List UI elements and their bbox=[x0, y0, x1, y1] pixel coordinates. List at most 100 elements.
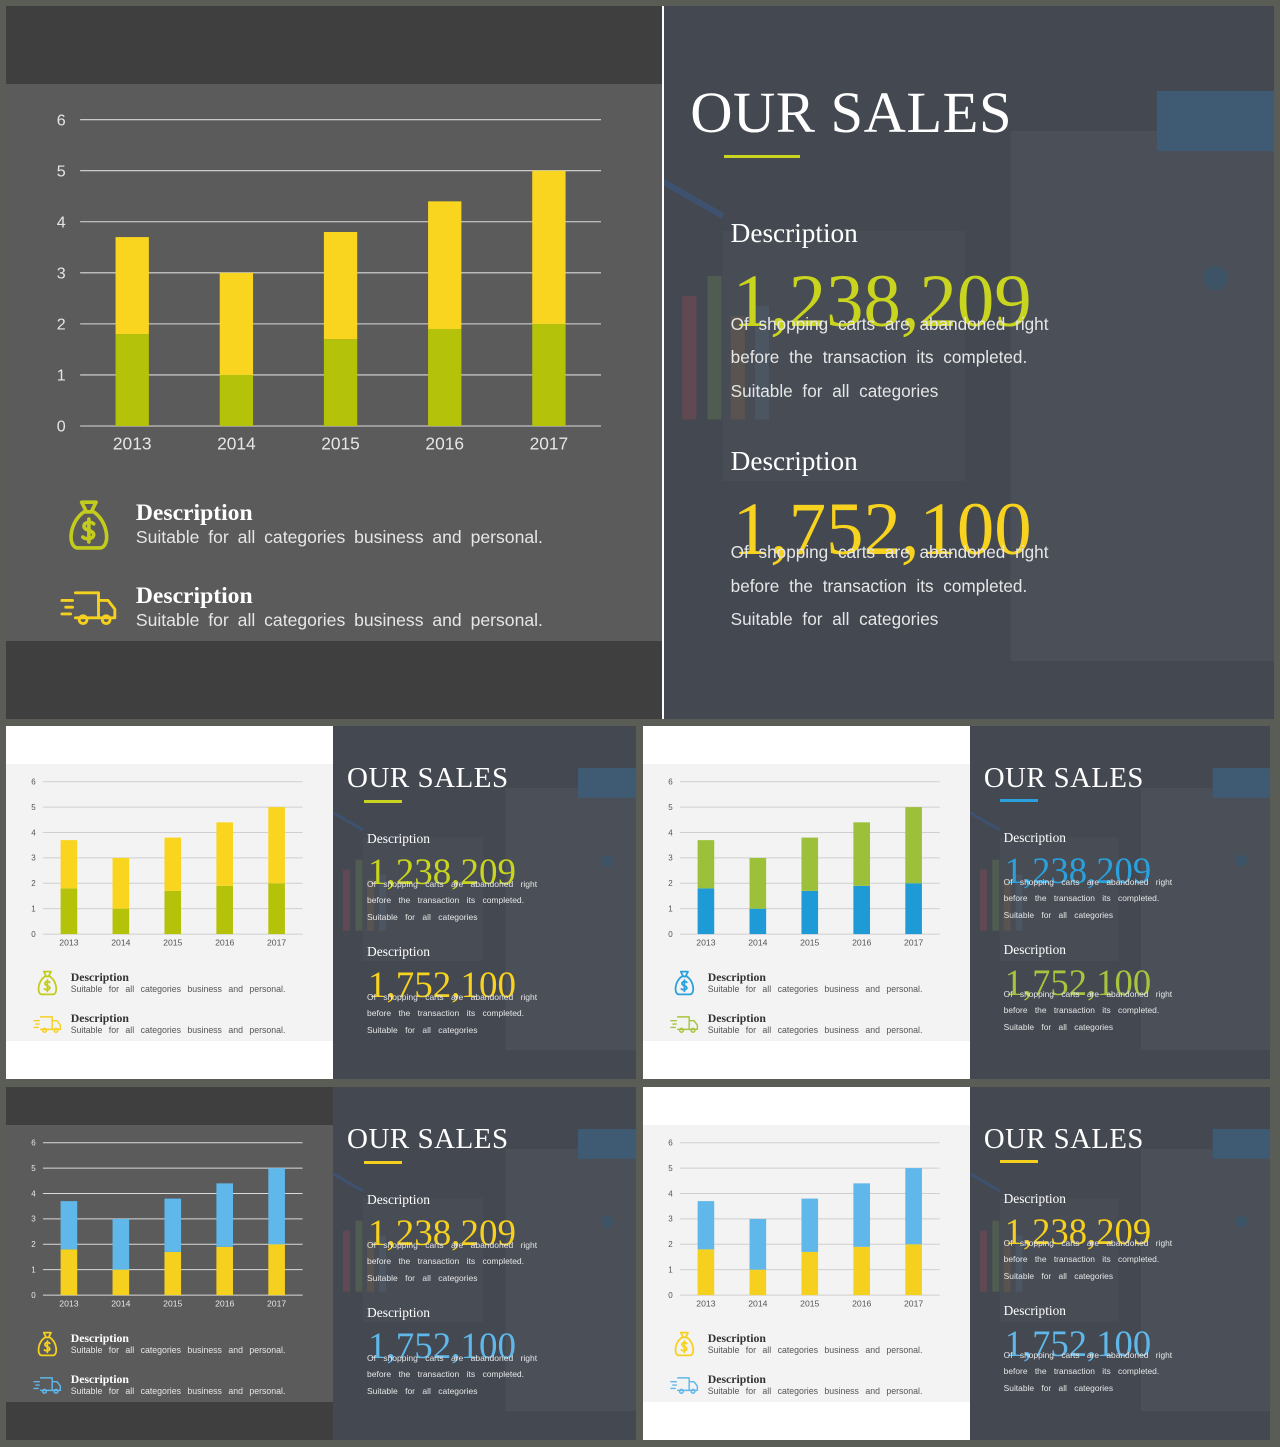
legend-description: Suitable for all categories business and… bbox=[70, 1345, 286, 1356]
bar-2014-segment-1 bbox=[749, 908, 767, 935]
legend-title: Description bbox=[70, 971, 129, 985]
stat-description-line: Of shopping carts are abandoned right bbox=[367, 878, 538, 889]
y-tick-label: 6 bbox=[668, 778, 673, 787]
y-tick-label: 4 bbox=[668, 828, 673, 837]
legend-title: Description bbox=[707, 1373, 766, 1387]
delivery-truck-icon bbox=[670, 1014, 699, 1034]
y-tick-label: 3 bbox=[31, 854, 36, 863]
title-underline bbox=[363, 800, 402, 803]
y-tick-label: 3 bbox=[57, 264, 66, 282]
stat-description-line: Of shopping carts are abandoned right bbox=[367, 1352, 538, 1363]
y-tick-label: 4 bbox=[31, 1189, 36, 1198]
stat-description-line: Suitable for all categories bbox=[1003, 1382, 1114, 1393]
bar-2015-segment-1 bbox=[164, 1251, 182, 1296]
legend-text: Description Suitable for all categories b… bbox=[136, 583, 543, 631]
stat-description-line: Of shopping carts are abandoned right bbox=[1003, 876, 1173, 887]
bar-2015-segment-2 bbox=[801, 1198, 819, 1252]
money-bag-icon bbox=[33, 968, 62, 997]
bar-2016-segment-1 bbox=[216, 885, 234, 935]
legend-text: Description Suitable for all categories b… bbox=[71, 1373, 286, 1396]
bar-2015-segment-2 bbox=[164, 1198, 182, 1252]
legend-description: Suitable for all categories business and… bbox=[707, 1386, 923, 1397]
legend-description: Suitable for all categories business and… bbox=[70, 1386, 286, 1397]
chart-card: 0 1 2 3 4 5 6 2013 2014 2015 2016 2017 Description Su… bbox=[6, 764, 333, 1041]
stat-description-line: Suitable for all categories bbox=[367, 1272, 478, 1283]
bar-2017-segment-1 bbox=[532, 323, 566, 426]
legend-item: Description Suitable for all categories b… bbox=[33, 1329, 286, 1358]
y-tick-label: 4 bbox=[57, 213, 66, 231]
stat-label: Description bbox=[1003, 1302, 1066, 1318]
bar-2014-segment-2 bbox=[749, 1218, 767, 1270]
legend-title: Description bbox=[707, 971, 766, 985]
stat-description-line: Suitable for all categories bbox=[1003, 909, 1114, 920]
bar-chart: 0 1 2 3 4 5 6 2013 2014 2015 2016 2017 bbox=[668, 1139, 940, 1309]
stat-description-line: Of shopping carts are abandoned right bbox=[1003, 988, 1173, 999]
legend-text: Description Suitable for all categories b… bbox=[71, 971, 286, 994]
money-bag-icon bbox=[60, 495, 118, 553]
y-tick-label: 3 bbox=[31, 1215, 36, 1224]
legend-item: Description Suitable for all categories b… bbox=[670, 1373, 923, 1397]
stat-label: Description bbox=[730, 446, 858, 477]
bar-2016-segment-1 bbox=[853, 885, 871, 935]
bar-chart: 0 1 2 3 4 5 6 2013 2014 2015 2016 2017 bbox=[668, 778, 940, 948]
bar-2013-segment-2 bbox=[697, 1201, 715, 1250]
bar-2013-segment-1 bbox=[60, 1249, 78, 1296]
delivery-truck-icon bbox=[670, 1375, 699, 1395]
x-tick-label: 2017 bbox=[904, 938, 923, 948]
stat-label: Description bbox=[367, 831, 430, 846]
y-tick-label: 0 bbox=[57, 418, 66, 436]
legend-description: Suitable for all categories business and… bbox=[135, 610, 543, 631]
stat-description-line: Of shopping carts are abandoned right bbox=[1003, 1349, 1173, 1360]
bar-chart: 0 1 2 3 4 5 6 2013 2014 2015 2016 2017 bbox=[57, 111, 601, 453]
y-tick-label: 6 bbox=[668, 1139, 673, 1148]
delivery-truck-icon bbox=[33, 1375, 62, 1395]
bar-chart: 0 1 2 3 4 5 6 2013 2014 2015 2016 2017 bbox=[31, 1139, 303, 1309]
bar-2014-segment-2 bbox=[112, 1218, 130, 1270]
title-underline bbox=[1000, 1160, 1038, 1164]
x-tick-label: 2017 bbox=[267, 1299, 286, 1309]
bar-2014-segment-2 bbox=[112, 857, 130, 909]
x-tick-label: 2016 bbox=[215, 1299, 234, 1309]
stat-description-line: Suitable for all categories bbox=[1003, 1021, 1114, 1032]
chart-panel: 0 1 2 3 4 5 6 2013 2014 2015 2016 2017 Description Su… bbox=[6, 726, 333, 1079]
y-tick-label: 1 bbox=[57, 367, 66, 385]
x-tick-label: 2016 bbox=[425, 433, 464, 453]
bar-2017-segment-1 bbox=[268, 883, 285, 935]
bar-2013-segment-2 bbox=[697, 840, 715, 889]
legend-description: Suitable for all categories business and… bbox=[70, 1025, 286, 1036]
y-tick-label: 0 bbox=[668, 930, 673, 939]
legend-text: Description Suitable for all categories b… bbox=[708, 971, 923, 994]
bar-2015-segment-2 bbox=[164, 837, 182, 891]
y-tick-label: 2 bbox=[31, 1240, 36, 1249]
legend-description: Suitable for all categories business and… bbox=[135, 526, 543, 547]
x-tick-label: 2017 bbox=[530, 433, 569, 453]
x-tick-label: 2016 bbox=[852, 938, 871, 948]
stat-description-line: Suitable for all categories bbox=[1003, 1270, 1114, 1281]
y-tick-label: 2 bbox=[668, 1240, 673, 1249]
x-tick-label: 2014 bbox=[748, 1299, 767, 1309]
bar-2014-segment-1 bbox=[112, 908, 130, 935]
legend-item: Description Suitable for all categories b… bbox=[670, 968, 923, 997]
x-tick-label: 2016 bbox=[215, 938, 234, 948]
bar-2017-segment-1 bbox=[905, 1244, 922, 1296]
stat-label: Description bbox=[1003, 1190, 1066, 1206]
x-tick-label: 2013 bbox=[113, 433, 152, 453]
x-tick-label: 2013 bbox=[696, 938, 715, 948]
y-tick-label: 3 bbox=[668, 1215, 673, 1224]
page-title: OUR SALES bbox=[347, 1123, 509, 1155]
x-tick-label: 2013 bbox=[59, 1299, 78, 1309]
bar-2013-segment-1 bbox=[115, 334, 149, 426]
legend-description: Suitable for all categories business and… bbox=[707, 984, 923, 995]
bar-2017-segment-1 bbox=[905, 883, 922, 935]
bar-2016-segment-1 bbox=[216, 1246, 234, 1296]
stat-description-line: before the transaction its completed. bbox=[1003, 893, 1160, 904]
sales-summary-panel: OUR SALES Description 1,238,209 Of shopping… bbox=[970, 726, 1270, 1079]
bar-2016-segment-1 bbox=[428, 328, 462, 426]
stat-value-primary: 1,238,209 bbox=[1004, 849, 1152, 891]
y-tick-label: 1 bbox=[31, 1265, 36, 1274]
legend-description: Suitable for all categories business and… bbox=[707, 1025, 923, 1036]
stat-description-line: Suitable for all categories bbox=[367, 1385, 478, 1396]
sales-summary-panel: OUR SALES Description 1,238,209 Of shopping… bbox=[970, 1087, 1270, 1440]
legend-item: Description Suitable for all categories b… bbox=[60, 495, 543, 553]
x-tick-label: 2013 bbox=[59, 938, 78, 948]
